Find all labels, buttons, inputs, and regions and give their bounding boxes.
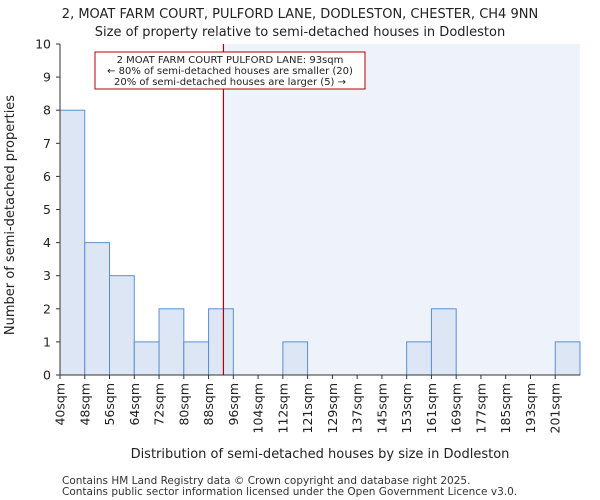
bar-64sqm <box>133 341 160 376</box>
y-tick-label: 0 <box>43 368 51 383</box>
x-tick-label: 129sqm <box>325 383 340 433</box>
bar-88sqm <box>208 308 234 376</box>
x-tick-label: 145sqm <box>374 383 389 433</box>
x-axis-label: Distribution of semi-detached houses by … <box>131 447 510 462</box>
x-tick-label: 56sqm <box>102 383 117 426</box>
annotation-line-2: ← 80% of semi-detached houses are smalle… <box>107 66 353 77</box>
x-tick-label: 64sqm <box>127 383 142 426</box>
bar-40sqm <box>59 109 86 376</box>
x-tick-label: 153sqm <box>399 383 414 433</box>
x-tick-label: 40sqm <box>53 383 68 426</box>
y-tick-label: 6 <box>43 169 51 184</box>
y-tick-label: 9 <box>43 70 51 85</box>
x-tick-label: 121sqm <box>300 383 315 433</box>
larger-region-shade <box>223 44 580 375</box>
bar-112sqm <box>282 341 309 376</box>
x-tick-label: 201sqm <box>548 383 563 433</box>
bar-153sqm <box>406 341 432 376</box>
y-tick-label: 1 <box>43 334 51 349</box>
annotation-box <box>94 51 366 90</box>
x-tick-label: 137sqm <box>350 383 365 433</box>
x-tick-label: 72sqm <box>152 383 167 426</box>
x-tick-label: 177sqm <box>473 383 488 433</box>
y-tick-label: 2 <box>43 301 51 316</box>
x-tick-label: 161sqm <box>424 383 439 433</box>
x-tick-label: 80sqm <box>176 383 191 426</box>
annotation-line-3: 20% of semi-detached houses are larger (… <box>114 77 346 88</box>
x-tick-label: 48sqm <box>77 383 92 426</box>
chart-title: 2, MOAT FARM COURT, PULFORD LANE, DODLES… <box>62 7 538 22</box>
x-tick-label: 185sqm <box>498 383 513 433</box>
plot-area: 0 1 2 3 4 5 6 7 8 9 10 40sqm 48sqm 56sqm 64sqm 72sqm 80s… <box>35 37 581 433</box>
bar-161sqm <box>430 308 457 376</box>
x-tick-label: 169sqm <box>449 383 464 433</box>
y-tick-label: 7 <box>43 136 51 151</box>
bar-201sqm <box>554 341 581 376</box>
bar-80sqm <box>183 341 210 376</box>
footer-line-2: Contains public sector information licen… <box>62 486 517 498</box>
chart-subtitle: Size of property relative to semi-detach… <box>95 25 505 40</box>
y-axis-label: Number of semi-detached properties <box>3 95 18 335</box>
annotation-line-1: 2 MOAT FARM COURT PULFORD LANE: 93sqm <box>117 55 344 66</box>
y-tick-label: 4 <box>43 235 51 250</box>
y-tick-label: 8 <box>43 103 51 118</box>
bar-56sqm <box>109 275 135 376</box>
y-tick-label: 10 <box>35 37 51 52</box>
footer-line-1: Contains HM Land Registry data © Crown c… <box>62 475 470 487</box>
x-tick-label: 193sqm <box>523 383 538 433</box>
y-tick-label: 3 <box>43 268 51 283</box>
x-tick-label: 88sqm <box>201 383 216 426</box>
x-tick-label: 112sqm <box>275 383 290 433</box>
x-tick-label: 96sqm <box>226 383 241 426</box>
bar-72sqm <box>158 308 185 376</box>
y-tick-label: 5 <box>43 202 51 217</box>
bar-48sqm <box>84 242 111 376</box>
x-tick-label: 104sqm <box>251 383 266 433</box>
